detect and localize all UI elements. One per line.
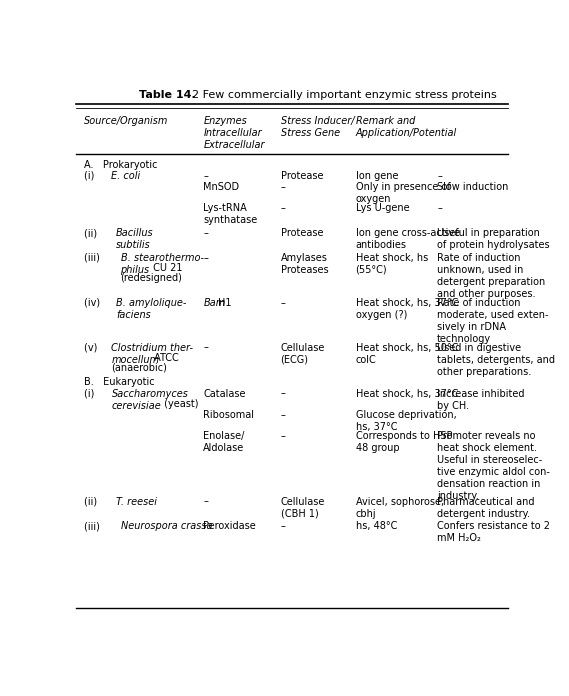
Text: Only in presence of
oxygen: Only in presence of oxygen <box>356 182 450 204</box>
Text: Protease: Protease <box>281 171 323 181</box>
Text: Heat shock, hs, 50°C
colC: Heat shock, hs, 50°C colC <box>356 342 458 365</box>
Text: (v): (v) <box>84 342 107 353</box>
Text: (redesigned): (redesigned) <box>121 273 183 283</box>
Text: Rate of induction
moderate, used exten-
sively in rDNA
technology: Rate of induction moderate, used exten- … <box>437 298 549 344</box>
Text: –: – <box>281 182 286 192</box>
Text: –: – <box>281 521 286 531</box>
Text: Bacillus
subtilis: Bacillus subtilis <box>116 228 154 250</box>
Text: –: – <box>204 228 208 238</box>
Text: Ion gene: Ion gene <box>356 171 398 181</box>
Text: Remark and
Application/Potential: Remark and Application/Potential <box>356 116 457 138</box>
Text: CU 21: CU 21 <box>150 263 183 273</box>
Text: Ribosomal: Ribosomal <box>204 410 254 420</box>
Text: MnSOD: MnSOD <box>204 182 240 192</box>
Text: Enolase/
Aldolase: Enolase/ Aldolase <box>204 432 245 453</box>
Text: T. reesei: T. reesei <box>116 496 157 507</box>
Text: (anaerobic): (anaerobic) <box>112 363 167 373</box>
Text: –: – <box>204 253 208 262</box>
Text: –: – <box>281 432 286 441</box>
Text: Neurospora crassa: Neurospora crassa <box>121 521 212 531</box>
Text: (iii): (iii) <box>84 521 110 531</box>
Text: Rate of induction
unknown, used in
detergent preparation
and other purposes.: Rate of induction unknown, used in deter… <box>437 253 545 299</box>
Text: B. amylolique-
faciens: B. amylolique- faciens <box>116 298 187 319</box>
Text: Bam: Bam <box>204 298 226 308</box>
Text: Stress Inducer/
Stress Gene: Stress Inducer/ Stress Gene <box>281 116 354 138</box>
Text: Increase inhibited
by CH.: Increase inhibited by CH. <box>437 388 525 411</box>
Text: E. coli: E. coli <box>112 171 141 181</box>
Text: Table 14.: Table 14. <box>139 90 196 100</box>
Text: Amylases
Proteases: Amylases Proteases <box>281 253 328 275</box>
Text: B.   Eukaryotic: B. Eukaryotic <box>84 377 155 387</box>
Text: Peroxidase: Peroxidase <box>204 521 256 531</box>
Text: (iv): (iv) <box>84 298 110 308</box>
Text: (ii): (ii) <box>84 228 107 238</box>
Text: Saccharomyces
cerevisiae: Saccharomyces cerevisiae <box>112 388 188 411</box>
Text: Source/Organism: Source/Organism <box>84 116 169 126</box>
Text: 2 Few commercially important enzymic stress proteins: 2 Few commercially important enzymic str… <box>192 90 497 100</box>
Text: (iii): (iii) <box>84 253 110 262</box>
Text: –: – <box>204 342 208 353</box>
Text: (i): (i) <box>84 171 104 181</box>
Text: Protease: Protease <box>281 228 323 238</box>
Text: Cellulase
(CBH 1): Cellulase (CBH 1) <box>281 496 325 519</box>
Text: (i): (i) <box>84 388 104 399</box>
Text: Avicel, sophorose,
cbhj: Avicel, sophorose, cbhj <box>356 496 444 519</box>
Text: Slow induction: Slow induction <box>437 182 509 192</box>
Text: Pharmaceutical and
detergent industry.: Pharmaceutical and detergent industry. <box>437 496 535 519</box>
Text: Glucose deprivation,
hs, 37°C: Glucose deprivation, hs, 37°C <box>356 410 456 432</box>
Text: Catalase: Catalase <box>204 388 246 399</box>
Text: –: – <box>281 410 286 420</box>
Text: Lys U-gene: Lys U-gene <box>356 203 409 214</box>
Text: ATCC: ATCC <box>151 353 179 363</box>
Text: (yeast): (yeast) <box>161 399 199 409</box>
Text: –: – <box>281 298 286 308</box>
Text: Lys-tRNA
synthatase: Lys-tRNA synthatase <box>204 203 258 226</box>
Text: –: – <box>204 171 208 181</box>
Text: Confers resistance to 2
mM H₂O₂: Confers resistance to 2 mM H₂O₂ <box>437 521 550 543</box>
Text: Cellulase
(ECG): Cellulase (ECG) <box>281 342 325 365</box>
Text: Heat shock, hs
(55°C): Heat shock, hs (55°C) <box>356 253 428 275</box>
Text: –: – <box>281 203 286 214</box>
Text: Heat shock, hs, 37°C: Heat shock, hs, 37°C <box>356 388 458 399</box>
Text: –: – <box>281 388 286 399</box>
Text: Enzymes
Intracellular
Extracellular: Enzymes Intracellular Extracellular <box>204 116 265 150</box>
Text: –: – <box>204 496 208 507</box>
Text: A.   Prokaryotic: A. Prokaryotic <box>84 159 158 170</box>
Text: Used in digestive
tablets, detergents, and
other preparations.: Used in digestive tablets, detergents, a… <box>437 342 555 377</box>
Text: Useful in preparation
of protein hydrolysates: Useful in preparation of protein hydroly… <box>437 228 550 250</box>
Text: Corresponds to HSP
48 group: Corresponds to HSP 48 group <box>356 432 452 453</box>
Text: Heat shock, hs, 37°C
oxygen (?): Heat shock, hs, 37°C oxygen (?) <box>356 298 458 319</box>
Text: (ii): (ii) <box>84 496 107 507</box>
Text: –: – <box>437 203 442 214</box>
Text: Clostridium ther-
mocellum: Clostridium ther- mocellum <box>112 342 193 365</box>
Text: –: – <box>437 171 442 181</box>
Text: hs, 48°C: hs, 48°C <box>356 521 397 531</box>
Text: Ion gene cross-active
antibodies: Ion gene cross-active antibodies <box>356 228 460 250</box>
Text: Promoter reveals no
heat shock element.
Useful in stereoselec-
tive enzymic aldo: Promoter reveals no heat shock element. … <box>437 432 550 501</box>
Text: B. stearothermo-
philus: B. stearothermo- philus <box>121 253 204 275</box>
Text: H1: H1 <box>218 298 232 308</box>
